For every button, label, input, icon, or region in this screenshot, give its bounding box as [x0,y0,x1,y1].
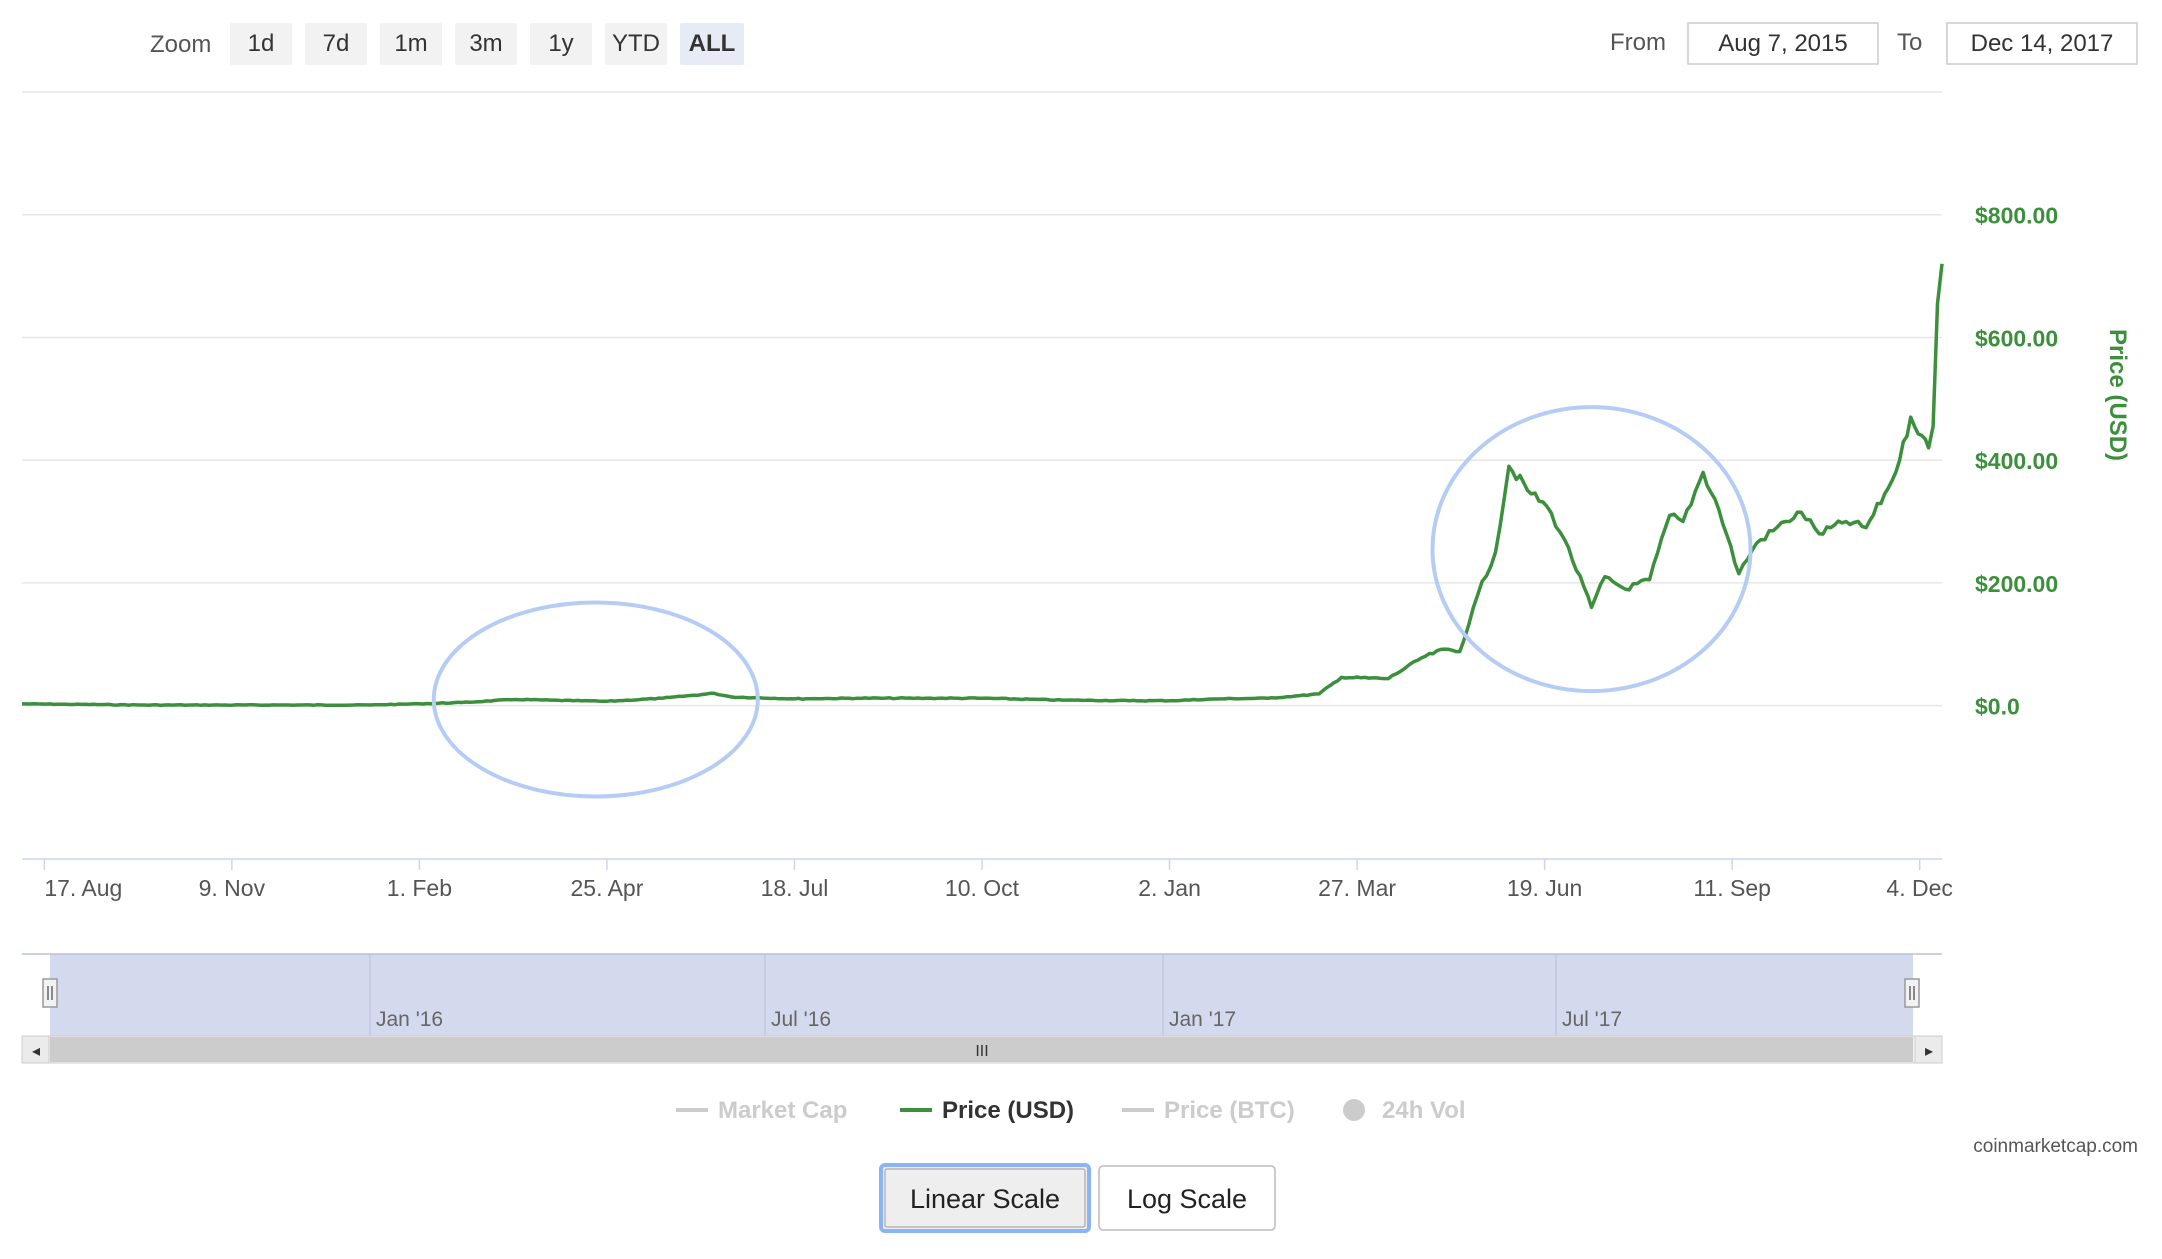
legend: Market Cap Price (USD) Price (BTC) 24h Vol [676,1097,1466,1124]
annotation-circles [431,405,1753,799]
navigator-label: Jan '17 [1169,1008,1236,1031]
zoom-button-label: 1m [394,30,427,57]
x-axis-ticks: 17. Aug 9. Nov 1. Feb 25. Apr 18. Jul 10. Oct… [43,859,1953,901]
zoom-label: Zoom [150,31,211,58]
zoom-button-1m[interactable] [380,23,442,65]
zoom-button-7d[interactable] [305,23,367,65]
scrollbar-thumb-grip: III [975,1043,988,1060]
y-tick-label: $400.00 [1975,448,2058,474]
x-tick-label: 2. Jan [1138,875,1201,901]
scrollbar-left-arrow-icon: ◂ [32,1043,40,1060]
credits-link[interactable]: coinmarketcap.com [1973,1136,2138,1157]
plot-area: 17. Aug 9. Nov 1. Feb 25. Apr 18. Jul 10. Oct… [22,203,2131,901]
zoom-button-ytd[interactable] [605,23,667,65]
annotation-ellipse [1430,405,1753,694]
y-tick-label: $600.00 [1975,325,2058,351]
legend-symbol [1343,1099,1365,1121]
x-tick-label: 19. Jun [1507,875,1582,901]
y-tick-label: $0.0 [1975,694,2020,720]
scrollbar-right-button[interactable] [1914,1035,1943,1064]
scrollbar-thumb[interactable] [50,1037,1913,1062]
y-axis-title: Price (USD) [2104,329,2131,461]
zoom-button-label: 7d [323,30,350,57]
zoom-button-1y[interactable] [530,23,592,65]
zoom-button-label: 3m [469,30,502,57]
x-tick-label: 25. Apr [570,875,643,901]
legend-label: 24h Vol [1382,1097,1466,1124]
x-tick-label: 9. Nov [199,875,266,901]
linear-scale-button[interactable] [879,1163,1091,1233]
legend-item-price-usd[interactable]: Price (USD) [900,1097,1074,1124]
x-tick-label: 18. Jul [761,875,829,901]
navigator-labels: Jan '16 Jul '16 Jan '17 Jul '17 [369,954,1622,1036]
zoom-button-label: 1y [548,30,573,57]
zoom-button-label: YTD [612,30,660,57]
scrollbar-right-arrow-icon: ▸ [1925,1043,1933,1060]
legend-item-price-btc[interactable]: Price (BTC) [1122,1097,1295,1124]
navigator-label: Jan '16 [376,1008,443,1031]
y-axis-ticks: $0.0 $200.00 $400.00 $600.00 $800.00 [1975,203,2058,720]
log-scale-label: Log Scale [1127,1184,1247,1214]
zoom-button-3m[interactable] [455,23,517,65]
navigator: Jan '16 Jul '16 Jan '17 Jul '17 III ◂ ▸ [21,953,1943,1064]
gridlines [22,213,1942,707]
x-tick-label: 4. Dec [1886,875,1952,901]
linear-scale-label: Linear Scale [910,1184,1060,1214]
legend-label: Price (USD) [942,1097,1074,1124]
to-date-input[interactable] [1946,22,2138,65]
y-tick-label: $200.00 [1975,571,2058,597]
y-tick-label: $800.00 [1975,203,2058,229]
from-date-value: Aug 7, 2015 [1718,30,1847,57]
zoom-button-label: ALL [689,30,736,57]
zoom-buttons: 1d 7d 1m 3m 1y YTD ALL [230,23,744,65]
x-tick-label: 17. Aug [44,875,122,901]
log-scale-button[interactable] [1098,1165,1276,1231]
linear-scale-button-inner-border [884,1168,1086,1228]
x-tick-label: 27. Mar [1318,875,1396,901]
to-date-value: Dec 14, 2017 [1971,30,2114,57]
x-tick-label: 10. Oct [945,875,1020,901]
annotation-ellipse [431,600,760,799]
legend-item-market-cap[interactable]: Market Cap [676,1097,847,1124]
from-label: From [1610,29,1666,56]
scrollbar-left-button[interactable] [21,1035,50,1064]
legend-label: Price (BTC) [1164,1097,1295,1124]
legend-item-24h-vol[interactable]: 24h Vol [1343,1097,1466,1124]
zoom-button-label: 1d [248,30,275,57]
zoom-button-all[interactable] [680,23,744,65]
zoom-button-1d[interactable] [230,23,292,65]
to-label: To [1897,29,1922,56]
range-selector: Zoom 1d 7d 1m 3m 1y YTD ALL From Aug 7, 2015 T… [150,22,2138,65]
scale-buttons: Linear Scale Log Scale [879,1163,1276,1233]
navigator-handle-left[interactable] [42,978,58,1008]
navigator-handle-right[interactable] [1904,978,1920,1008]
price-usd-line[interactable] [22,263,1944,708]
from-date-input[interactable] [1687,22,1879,65]
navigator-selected-range[interactable] [50,954,1913,1036]
navigator-label: Jul '17 [1562,1008,1622,1031]
x-tick-label: 1. Feb [387,875,452,901]
legend-label: Market Cap [718,1097,847,1124]
navigator-label: Jul '16 [771,1008,831,1031]
x-tick-label: 11. Sep [1693,875,1771,901]
